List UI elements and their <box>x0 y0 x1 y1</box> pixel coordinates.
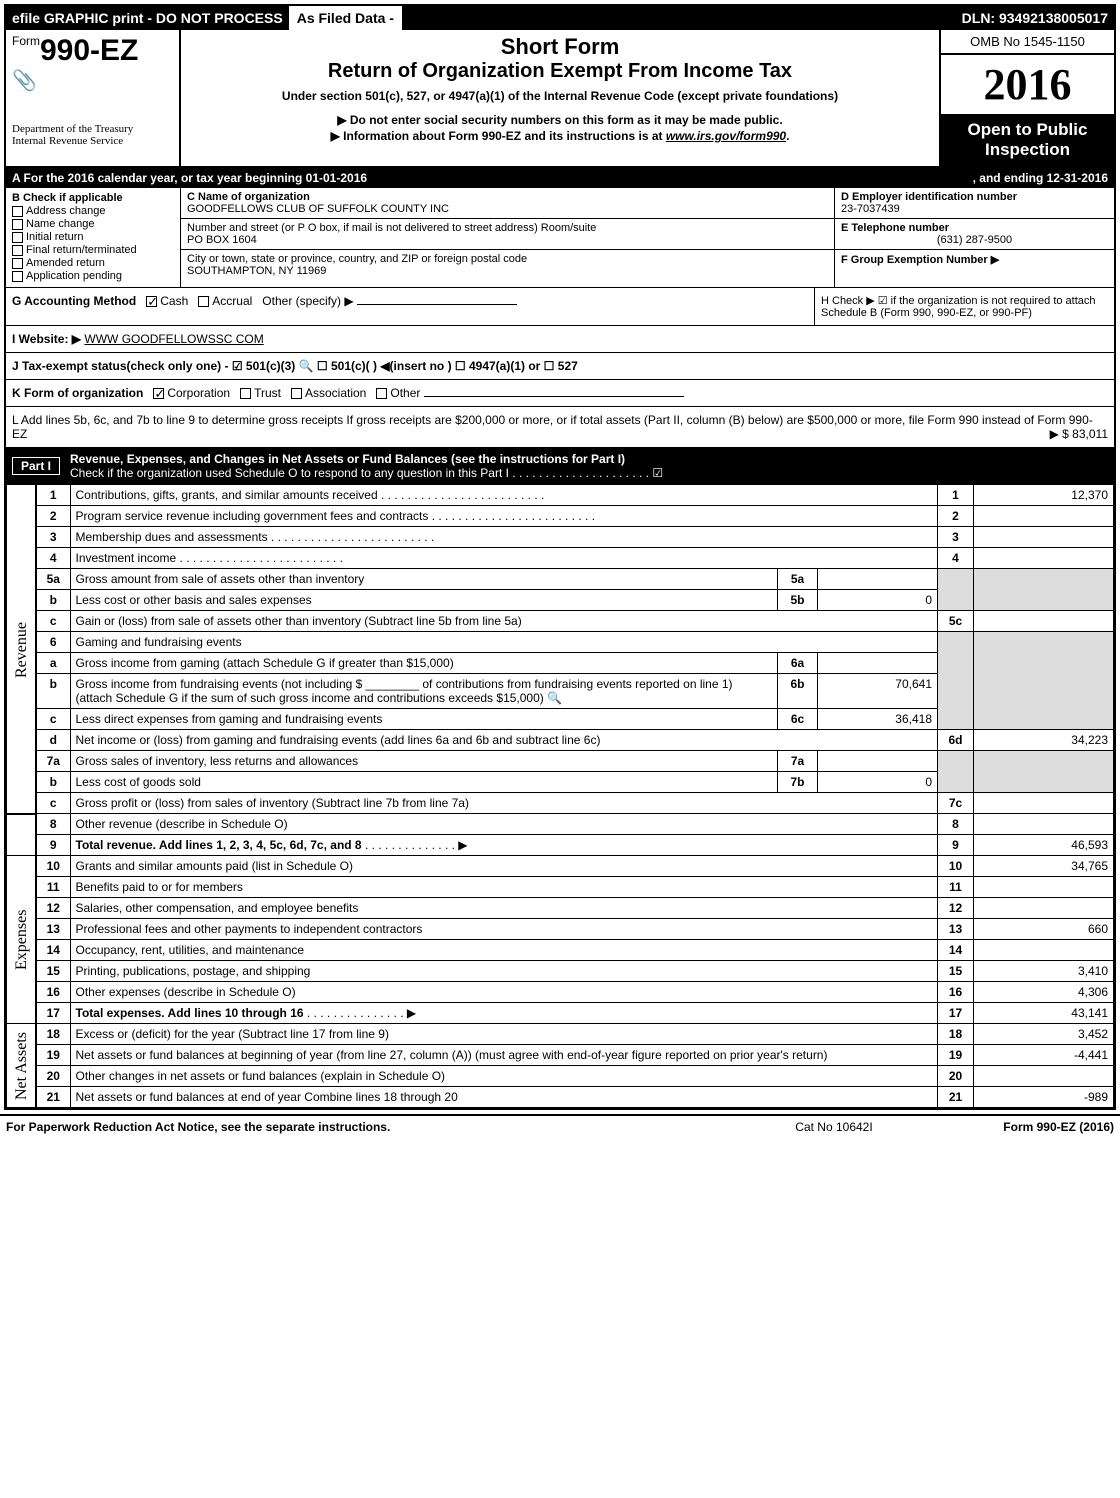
tax-year: 2016 <box>941 55 1114 114</box>
line-20: 20 Other changes in net assets or fund b… <box>7 1066 1114 1087</box>
c-name: C Name of organization GOODFELLOWS CLUB … <box>181 188 834 219</box>
chk-final[interactable]: Final return/terminated <box>12 244 174 256</box>
row-a: A For the 2016 calendar year, or tax yea… <box>6 168 1114 188</box>
header: Form990-EZ 📎 Department of the Treasury … <box>6 30 1114 168</box>
row-i: I Website: ▶ WWW GOODFELLOWSSC COM <box>6 326 1114 353</box>
header-mid: Short Form Return of Organization Exempt… <box>181 30 939 166</box>
efile-notice: efile GRAPHIC print - DO NOT PROCESS <box>6 6 289 30</box>
line-4: 4 Investment income 4 <box>7 548 1114 569</box>
line-11: 11 Benefits paid to or for members 11 <box>7 877 1114 898</box>
dept-treasury: Department of the Treasury <box>12 123 173 135</box>
line-9: 9 Total revenue. Add lines 1, 2, 3, 4, 5… <box>7 835 1114 856</box>
chk-name[interactable]: Name change <box>12 218 174 230</box>
g-accounting: G Accounting Method Cash Accrual Other (… <box>6 288 814 325</box>
footer: For Paperwork Reduction Act Notice, see … <box>0 1114 1120 1138</box>
line-10: Expenses 10 Grants and similar amounts p… <box>7 856 1114 877</box>
footer-left: For Paperwork Reduction Act Notice, see … <box>6 1120 734 1134</box>
as-filed: As Filed Data - <box>289 6 405 30</box>
expenses-label: Expenses <box>7 856 37 1024</box>
line-21: 21 Net assets or fund balances at end of… <box>7 1087 1114 1108</box>
chk-initial[interactable]: Initial return <box>12 231 174 243</box>
website[interactable]: WWW GOODFELLOWSSC COM <box>84 332 263 346</box>
notice-ssn: ▶ Do not enter social security numbers o… <box>187 113 933 127</box>
line-14: 14 Occupancy, rent, utilities, and maint… <box>7 940 1114 961</box>
col-def: D Employer identification number 23-7037… <box>834 188 1114 287</box>
line-7a: 7a Gross sales of inventory, less return… <box>7 751 1114 772</box>
dept-irs: Internal Revenue Service <box>12 135 173 147</box>
chk-other[interactable] <box>376 388 387 399</box>
f-group: F Group Exemption Number ▶ <box>835 250 1114 269</box>
line-6: 6 Gaming and fundraising events <box>7 632 1114 653</box>
c-city: City or town, state or province, country… <box>181 250 834 280</box>
row-l: L Add lines 5b, 6c, and 7b to line 9 to … <box>6 407 1114 448</box>
dln: DLN: 93492138005017 <box>956 6 1114 30</box>
line-19: 19 Net assets or fund balances at beginn… <box>7 1045 1114 1066</box>
header-left: Form990-EZ 📎 Department of the Treasury … <box>6 30 181 166</box>
c-street: Number and street (or P O box, if mail i… <box>181 219 834 250</box>
open-public: Open to Public Inspection <box>941 114 1114 166</box>
col-b: B Check if applicable Address change Nam… <box>6 188 181 287</box>
line-1: Revenue 1 Contributions, gifts, grants, … <box>7 485 1114 506</box>
h-check: H Check ▶ ☑ if the organization is not r… <box>814 288 1114 325</box>
d-ein: D Employer identification number 23-7037… <box>835 188 1114 219</box>
chk-assoc[interactable] <box>291 388 302 399</box>
chk-cash[interactable] <box>146 296 157 307</box>
e-phone: E Telephone number (631) 287-9500 <box>835 219 1114 250</box>
form-prefix: Form <box>12 34 40 48</box>
row-k: K Form of organization Corporation Trust… <box>6 380 1114 407</box>
line-15: 15 Printing, publications, postage, and … <box>7 961 1114 982</box>
chk-trust[interactable] <box>240 388 251 399</box>
notice-info: ▶ Information about Form 990-EZ and its … <box>187 129 933 143</box>
line-5c: c Gain or (loss) from sale of assets oth… <box>7 611 1114 632</box>
omb-number: OMB No 1545-1150 <box>941 30 1114 55</box>
revenue-label: Revenue <box>7 485 37 814</box>
chk-amended[interactable]: Amended return <box>12 257 174 269</box>
row-j: J Tax-exempt status(check only one) - ☑ … <box>6 353 1114 380</box>
line-17: 17 Total expenses. Add lines 10 through … <box>7 1003 1114 1024</box>
short-form-title: Short Form <box>187 34 933 60</box>
subtitle: Under section 501(c), 527, or 4947(a)(1)… <box>187 89 933 103</box>
netassets-label: Net Assets <box>7 1024 37 1108</box>
form-990ez: efile GRAPHIC print - DO NOT PROCESS As … <box>4 4 1116 1110</box>
chk-accrual[interactable] <box>198 296 209 307</box>
col-c: C Name of organization GOODFELLOWS CLUB … <box>181 188 834 287</box>
line-6d: d Net income or (loss) from gaming and f… <box>7 730 1114 751</box>
main-title: Return of Organization Exempt From Incom… <box>187 60 933 83</box>
b-title: B Check if applicable <box>12 192 174 204</box>
line-12: 12 Salaries, other compensation, and emp… <box>7 898 1114 919</box>
line-7c: c Gross profit or (loss) from sales of i… <box>7 793 1114 814</box>
section-b-to-f: B Check if applicable Address change Nam… <box>6 188 1114 288</box>
line-13: 13 Professional fees and other payments … <box>7 919 1114 940</box>
footer-formno: Form 990-EZ (2016) <box>934 1120 1114 1134</box>
line-5a: 5a Gross amount from sale of assets othe… <box>7 569 1114 590</box>
form-number: 990-EZ <box>40 34 138 67</box>
chk-address[interactable]: Address change <box>12 205 174 217</box>
line-3: 3 Membership dues and assessments 3 <box>7 527 1114 548</box>
header-right: OMB No 1545-1150 2016 Open to Public Ins… <box>939 30 1114 166</box>
line-16: 16 Other expenses (describe in Schedule … <box>7 982 1114 1003</box>
footer-cat: Cat No 10642I <box>734 1120 934 1134</box>
topbar: efile GRAPHIC print - DO NOT PROCESS As … <box>6 6 1114 30</box>
chk-pending[interactable]: Application pending <box>12 270 174 282</box>
part-i-header: Part I Revenue, Expenses, and Changes in… <box>6 448 1114 484</box>
row-gh: G Accounting Method Cash Accrual Other (… <box>6 288 1114 326</box>
line-8: 8 Other revenue (describe in Schedule O)… <box>7 814 1114 835</box>
line-2: 2 Program service revenue including gove… <box>7 506 1114 527</box>
irs-link[interactable]: www.irs.gov/form990 <box>666 129 786 143</box>
lines-table: Revenue 1 Contributions, gifts, grants, … <box>6 484 1114 1108</box>
chk-corp[interactable] <box>153 388 164 399</box>
line-18: Net Assets 18 Excess or (deficit) for th… <box>7 1024 1114 1045</box>
